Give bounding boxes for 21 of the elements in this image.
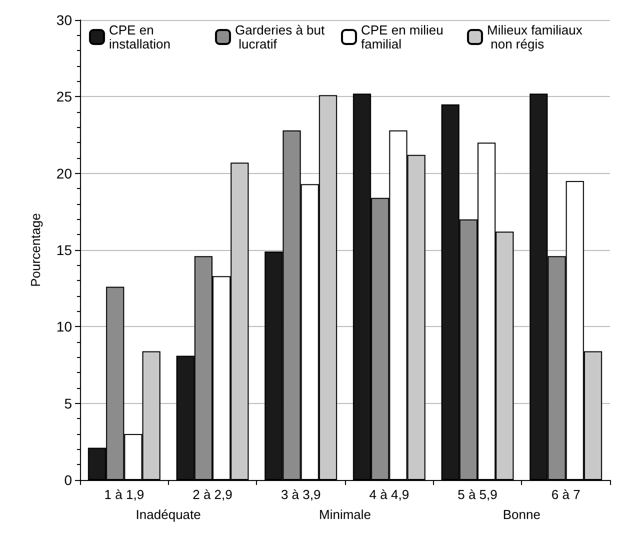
x-tick-label: 4 à 4,9: [369, 487, 410, 502]
x-tick-label: 3 à 3,9: [280, 487, 321, 502]
y-tick-label: 5: [64, 395, 72, 412]
text: Bonne: [502, 507, 540, 522]
x-tick-label: 5 à 5,9: [458, 487, 498, 502]
y-tick-label: 30: [56, 12, 72, 28]
y-tick-label: 25: [56, 88, 72, 105]
text: Inadéquate: [136, 507, 201, 522]
x-tick-label: 6 à 7: [551, 487, 580, 502]
y-tick-label: 10: [56, 318, 72, 335]
text: Minimale: [318, 507, 372, 522]
y-tick-label: 15: [56, 242, 72, 258]
x-tick-label: 2 à 2,9: [192, 487, 232, 502]
y-tick-label: 20: [56, 165, 72, 182]
y-axis-title: Pourcentage: [28, 213, 43, 287]
x-tick-label: 1 à 1,9: [104, 487, 144, 502]
legend-label: CPE en installation: [109, 22, 170, 52]
y-tick-label: 0: [64, 472, 72, 488]
legend-label: CPE en milieu familial: [361, 22, 447, 52]
legend-label: Garderies à but lucratif: [235, 22, 325, 52]
legend-label: Milieux familiaux non régis: [487, 22, 583, 52]
